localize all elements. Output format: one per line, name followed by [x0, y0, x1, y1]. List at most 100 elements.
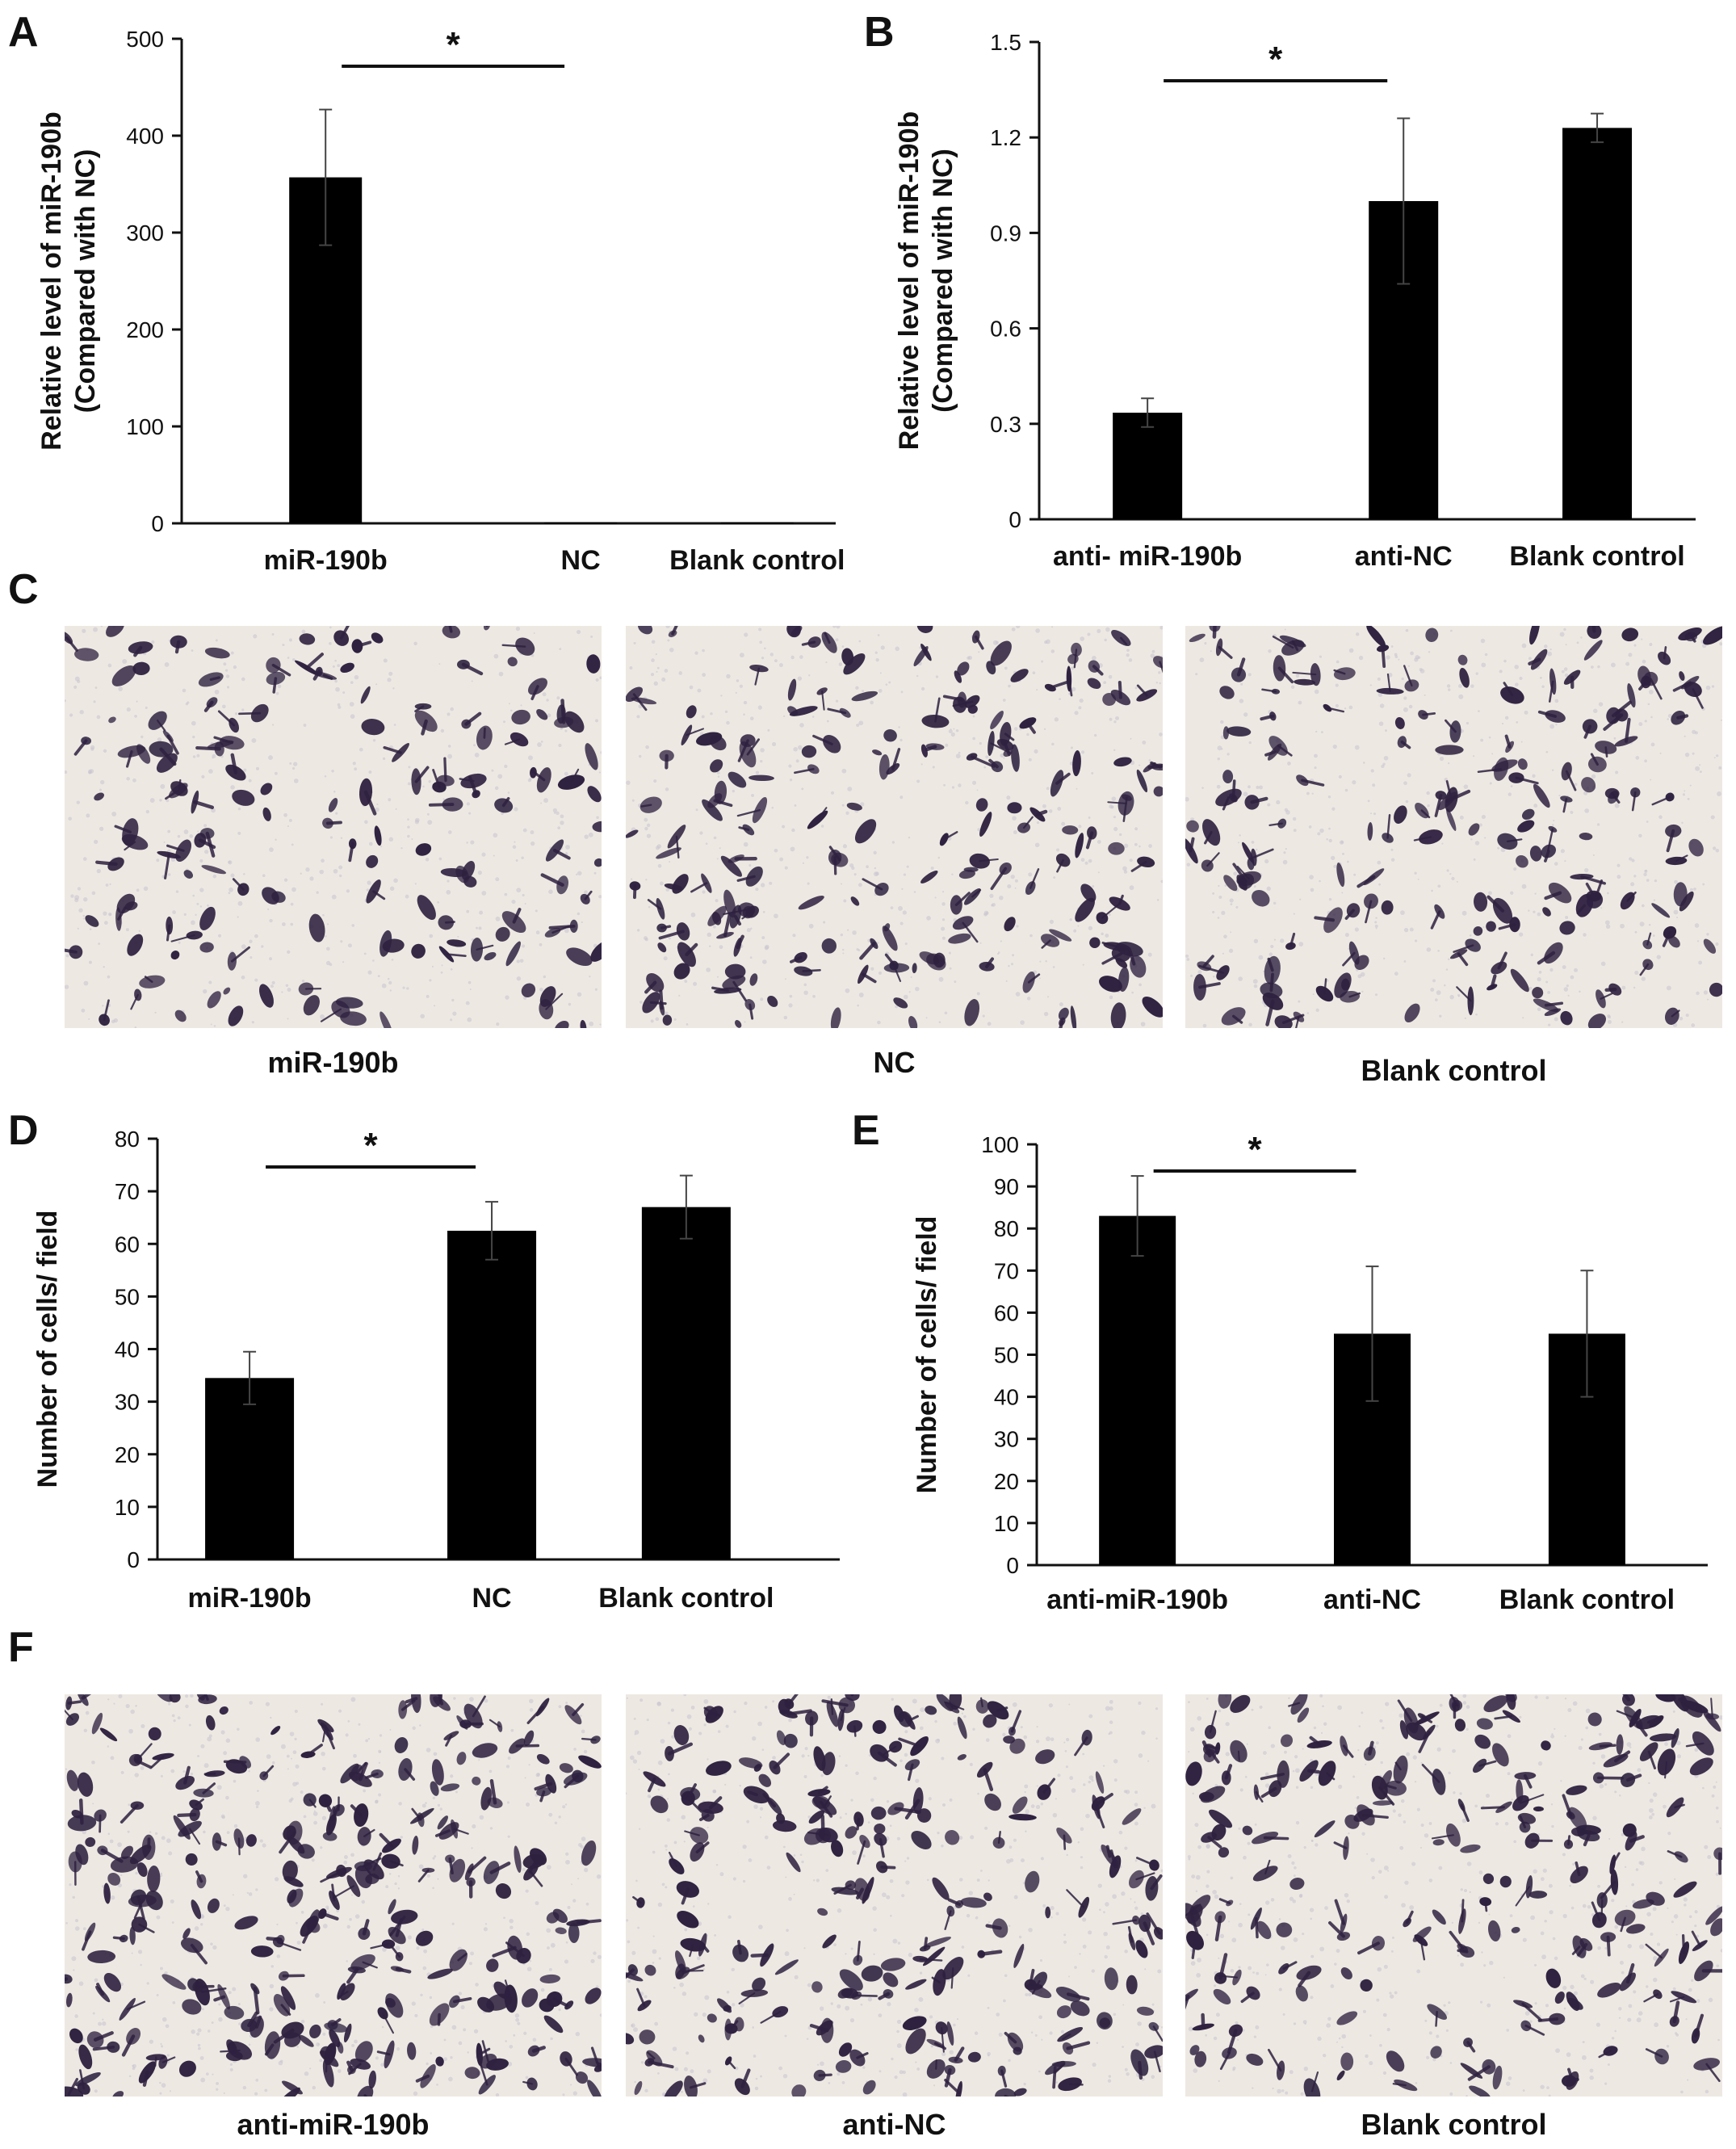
stained-cell [957, 1716, 967, 1740]
significance-star: * [447, 25, 461, 65]
cell-process [262, 1765, 275, 1778]
background-speck [739, 653, 744, 658]
background-speck [1717, 2038, 1720, 2042]
background-speck [285, 984, 289, 988]
background-speck [760, 748, 765, 753]
background-speck [140, 1963, 142, 1966]
stained-cell [1517, 758, 1528, 770]
background-speck [742, 1879, 746, 1883]
background-speck [652, 1935, 655, 1937]
background-speck [1087, 632, 1091, 636]
background-speck [1160, 879, 1163, 884]
background-speck [96, 868, 101, 874]
background-speck [572, 1899, 577, 1903]
background-speck [94, 686, 98, 689]
stained-cell [1474, 1734, 1491, 1749]
cell-process [988, 758, 999, 769]
background-speck [122, 659, 128, 665]
background-speck [759, 2075, 763, 2078]
cell-process [821, 690, 825, 711]
background-speck [407, 818, 409, 821]
background-speck [581, 921, 583, 924]
background-speck [450, 707, 454, 711]
background-speck [1310, 1996, 1314, 2000]
background-speck [873, 1928, 877, 1933]
background-speck [495, 916, 501, 921]
y-tick-label: 0 [1008, 507, 1021, 532]
background-speck [808, 674, 811, 677]
background-speck [1630, 882, 1635, 887]
background-speck [407, 825, 410, 829]
background-speck [1458, 684, 1463, 689]
background-speck [96, 715, 101, 720]
background-speck [1470, 684, 1474, 688]
cell-process [522, 2080, 534, 2085]
background-speck [653, 681, 658, 686]
cell-process [684, 1830, 700, 1836]
background-speck [1587, 1904, 1591, 1909]
background-speck [1675, 2033, 1679, 2037]
cell-process [1405, 1910, 1414, 1924]
background-speck [549, 1967, 552, 1971]
background-speck [243, 873, 245, 875]
stained-cell [1218, 1847, 1230, 1858]
cell-process [457, 1953, 468, 1962]
stained-cell [758, 1773, 772, 1787]
background-speck [1236, 2038, 1239, 2041]
background-speck [88, 770, 92, 774]
background-speck [1387, 1870, 1390, 1872]
background-speck [484, 1923, 488, 1925]
background-speck [321, 1702, 324, 1706]
background-speck [1065, 1737, 1070, 1742]
cell-process [856, 1940, 861, 1962]
stained-cell [717, 1998, 732, 2013]
background-speck [1158, 2025, 1160, 2028]
background-speck [509, 2044, 514, 2049]
background-speck [843, 899, 847, 903]
background-speck [1370, 1857, 1375, 1862]
background-speck [841, 645, 845, 648]
cell-process [983, 1768, 994, 1791]
background-speck [300, 2019, 305, 2024]
stained-cell [116, 893, 136, 914]
background-speck [1225, 1722, 1230, 1727]
background-speck [83, 1728, 88, 1733]
background-speck [74, 1926, 80, 1931]
cell-process [438, 1694, 444, 1706]
cell-process [395, 1966, 412, 1974]
background-speck [73, 1969, 75, 1971]
background-speck [149, 1831, 152, 1833]
background-speck [1461, 910, 1467, 916]
background-speck [1344, 1893, 1349, 1898]
background-speck [92, 2012, 95, 2015]
x-category-label: NC [561, 545, 601, 576]
background-speck [1409, 927, 1414, 932]
background-speck [421, 1803, 426, 1808]
background-speck [83, 896, 88, 902]
background-speck [1682, 793, 1686, 796]
background-speck [1247, 1966, 1252, 1971]
background-speck [951, 873, 954, 875]
background-speck [535, 1901, 539, 1906]
background-speck [1151, 2003, 1155, 2006]
background-speck [1151, 2075, 1155, 2080]
background-speck [950, 732, 955, 737]
background-speck [191, 920, 195, 925]
stained-cell [1399, 1720, 1409, 1740]
cell-process [741, 910, 753, 920]
background-speck [1258, 955, 1264, 960]
background-speck [1550, 1803, 1554, 1806]
stained-cell [103, 1882, 111, 1904]
background-speck [313, 1810, 316, 1812]
background-speck [1524, 2011, 1530, 2016]
background-speck [432, 1796, 436, 1800]
stained-cell [322, 1832, 338, 1841]
cell-process [1152, 2025, 1163, 2042]
background-speck [495, 2092, 500, 2097]
background-speck [1585, 1726, 1589, 1730]
background-speck [590, 635, 593, 638]
background-speck [440, 971, 443, 974]
background-speck [878, 971, 883, 976]
cell-process [96, 1983, 105, 1996]
background-speck [524, 1777, 526, 1779]
